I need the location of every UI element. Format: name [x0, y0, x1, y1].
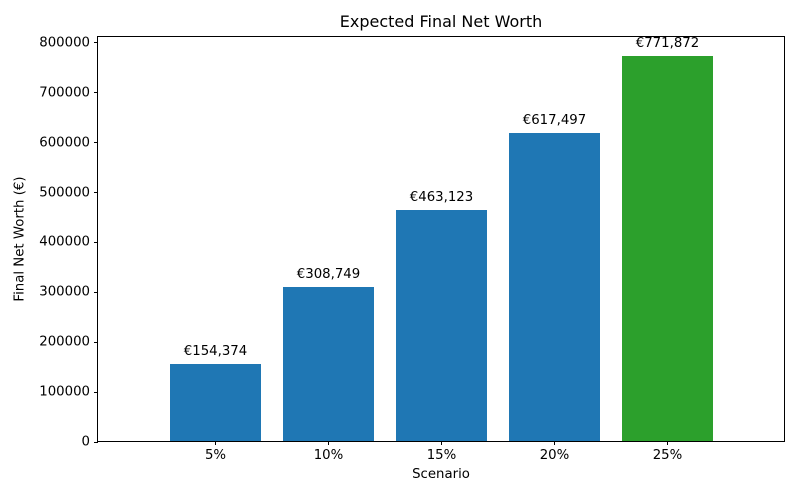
- y-tick-mark: [94, 291, 98, 293]
- x-tick-mark: [328, 441, 329, 445]
- y-tick-mark: [94, 142, 98, 144]
- y-tick-label: 300000: [39, 284, 90, 300]
- x-tick-label: 25%: [652, 448, 683, 463]
- y-tick-mark: [94, 241, 98, 243]
- y-axis-label: Final Net Worth (€): [12, 176, 28, 302]
- y-tick-label: 100000: [39, 384, 90, 400]
- bar-10%: [283, 287, 374, 441]
- x-tick-mark: [666, 441, 668, 445]
- y-tick-mark: [94, 441, 98, 443]
- y-tick-mark: [94, 92, 98, 94]
- y-tick-mark: [94, 192, 98, 194]
- x-tick-label: 15%: [426, 448, 457, 463]
- bar-15%: [396, 210, 487, 441]
- y-tick-mark: [94, 391, 98, 393]
- bar-value-label: €308,749: [296, 267, 361, 283]
- bar-value-label: €463,123: [409, 190, 474, 206]
- chart-title: Expected Final Net Worth: [339, 12, 543, 31]
- y-tick-label: 0: [81, 434, 90, 450]
- x-tick-label: 20%: [539, 448, 570, 463]
- x-tick-mark: [441, 441, 442, 445]
- bar-5%: [170, 364, 261, 441]
- bar-25%: [622, 56, 713, 441]
- y-tick-mark: [94, 42, 98, 44]
- x-tick-mark: [553, 441, 555, 445]
- x-tick-label: 5%: [204, 448, 227, 463]
- y-tick-label: 600000: [39, 135, 90, 151]
- y-tick-label: 700000: [39, 85, 90, 101]
- x-axis-label: Scenario: [412, 467, 470, 482]
- bar-value-label: €771,872: [635, 36, 700, 52]
- y-tick-label: 400000: [39, 234, 90, 250]
- bar-20%: [509, 133, 600, 441]
- y-tick-label: 800000: [39, 35, 90, 51]
- y-tick-label: 200000: [39, 334, 90, 350]
- x-tick-label: 10%: [313, 448, 344, 463]
- plot-area: 0 100000 200000 300000 400000 500000 600000 700…: [39, 35, 785, 463]
- y-tick-label: 500000: [39, 185, 90, 201]
- bar-value-label: €617,497: [522, 113, 587, 129]
- y-tick-mark: [94, 341, 98, 343]
- bar-value-label: €154,374: [183, 344, 248, 360]
- x-tick-mark: [215, 441, 216, 445]
